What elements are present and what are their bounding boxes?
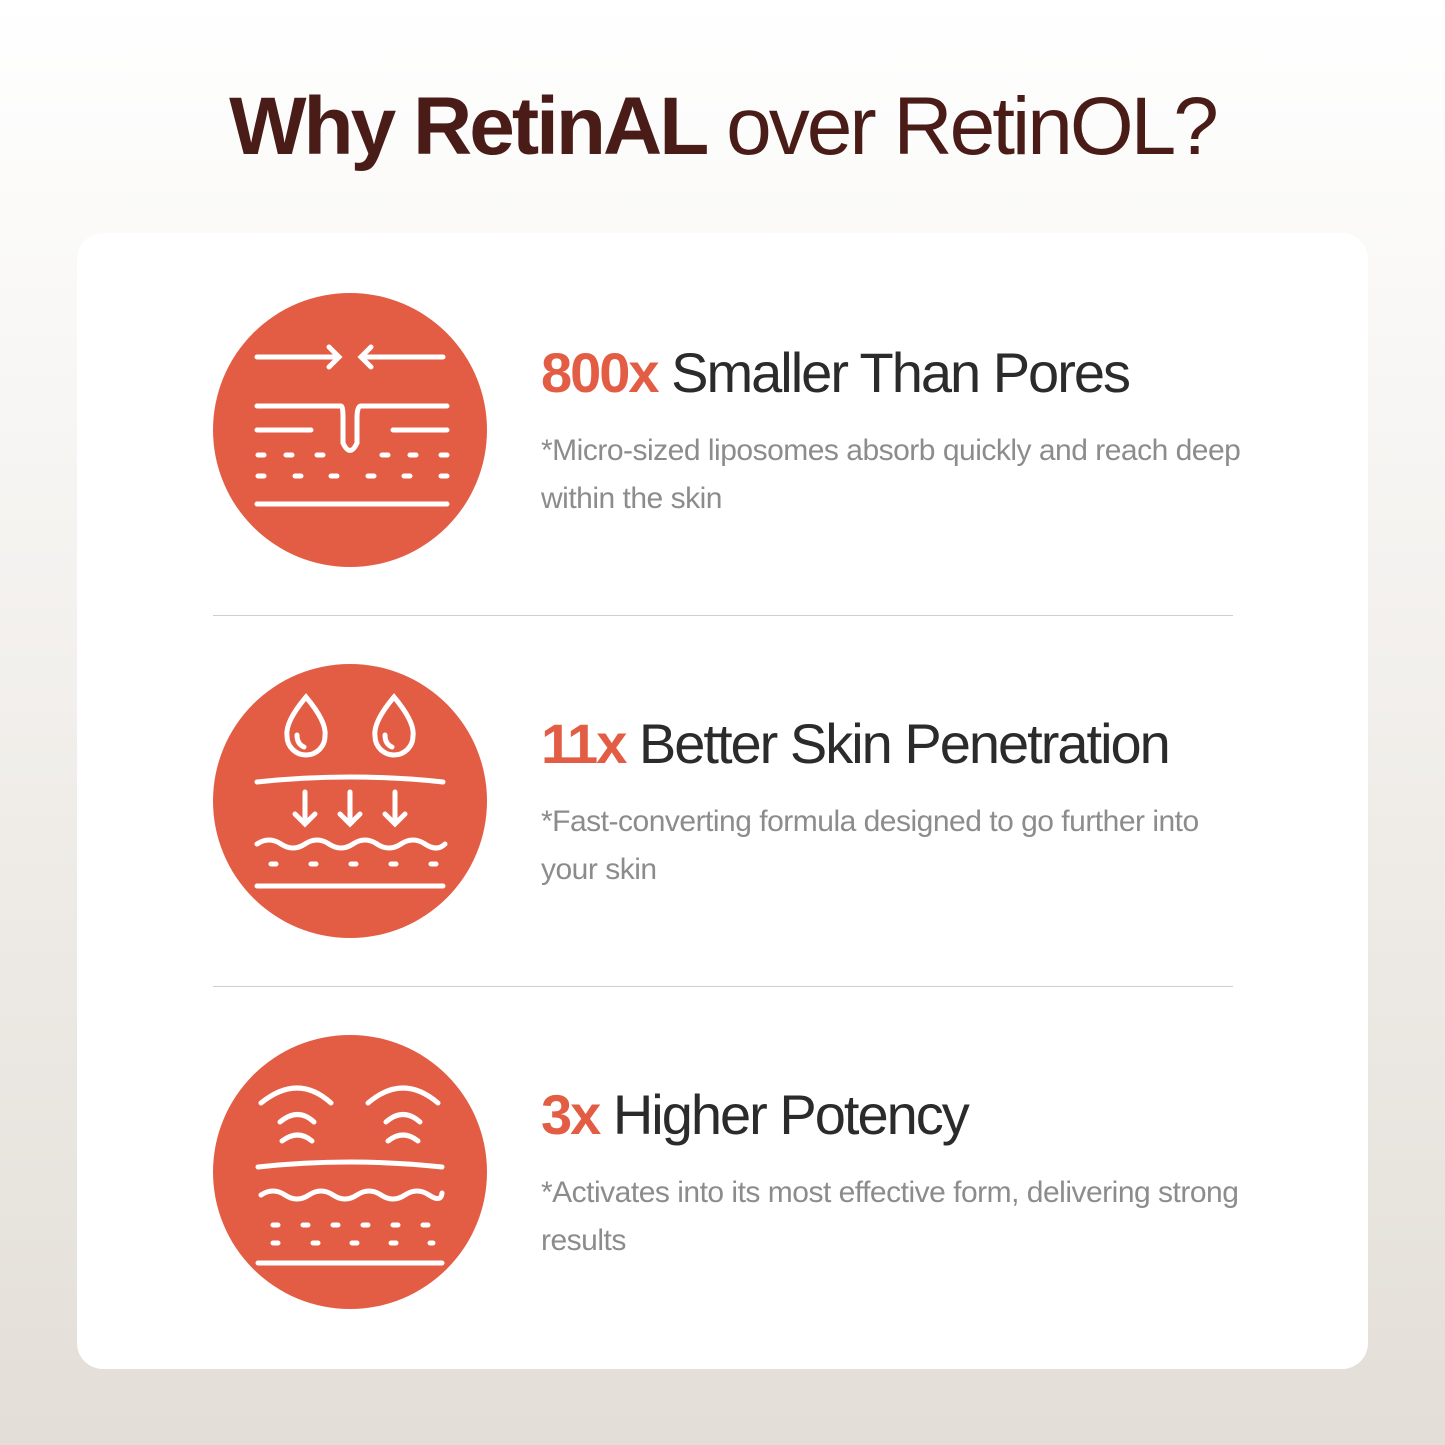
feature-row: 3x Higher Potency *Activates into its mo… [213, 1035, 1239, 1315]
feature-heading: 11x Better Skin Penetration [541, 712, 1241, 776]
feature-multiplier: 11x [541, 712, 627, 775]
divider [213, 986, 1233, 987]
feature-title: Smaller Than Pores [671, 341, 1131, 404]
feature-multiplier: 3x [541, 1083, 601, 1146]
divider [213, 615, 1233, 616]
pore-skin-layers-icon [213, 293, 487, 567]
feature-title: Better Skin Penetration [638, 712, 1171, 775]
features-card: 800x Smaller Than Pores *Micro-sized lip… [77, 233, 1368, 1369]
feature-multiplier: 800x [541, 341, 660, 404]
feature-heading: 3x Higher Potency [541, 1083, 1241, 1147]
feature-text: 3x Higher Potency *Activates into its mo… [541, 1083, 1241, 1265]
feature-description: *Activates into its most effective form,… [541, 1176, 1239, 1257]
feature-row: 11x Better Skin Penetration *Fast-conver… [213, 664, 1233, 944]
feature-description: *Micro-sized liposomes absorb quickly an… [541, 434, 1241, 515]
feature-description: *Fast-converting formula designed to go … [541, 805, 1199, 886]
feature-text: 11x Better Skin Penetration *Fast-conver… [541, 712, 1241, 894]
title-rest: over RetinOL? [726, 81, 1219, 172]
page-title: Why RetinAL over RetinOL? [0, 80, 1445, 174]
radiating-skin-layers-icon [213, 1035, 487, 1309]
feature-title: Higher Potency [612, 1083, 970, 1146]
feature-text: 800x Smaller Than Pores *Micro-sized lip… [541, 341, 1241, 523]
feature-heading: 800x Smaller Than Pores [541, 341, 1241, 405]
feature-row: 800x Smaller Than Pores *Micro-sized lip… [213, 293, 1241, 573]
title-bold: Why RetinAL [229, 81, 709, 172]
droplets-penetration-icon [213, 664, 487, 938]
